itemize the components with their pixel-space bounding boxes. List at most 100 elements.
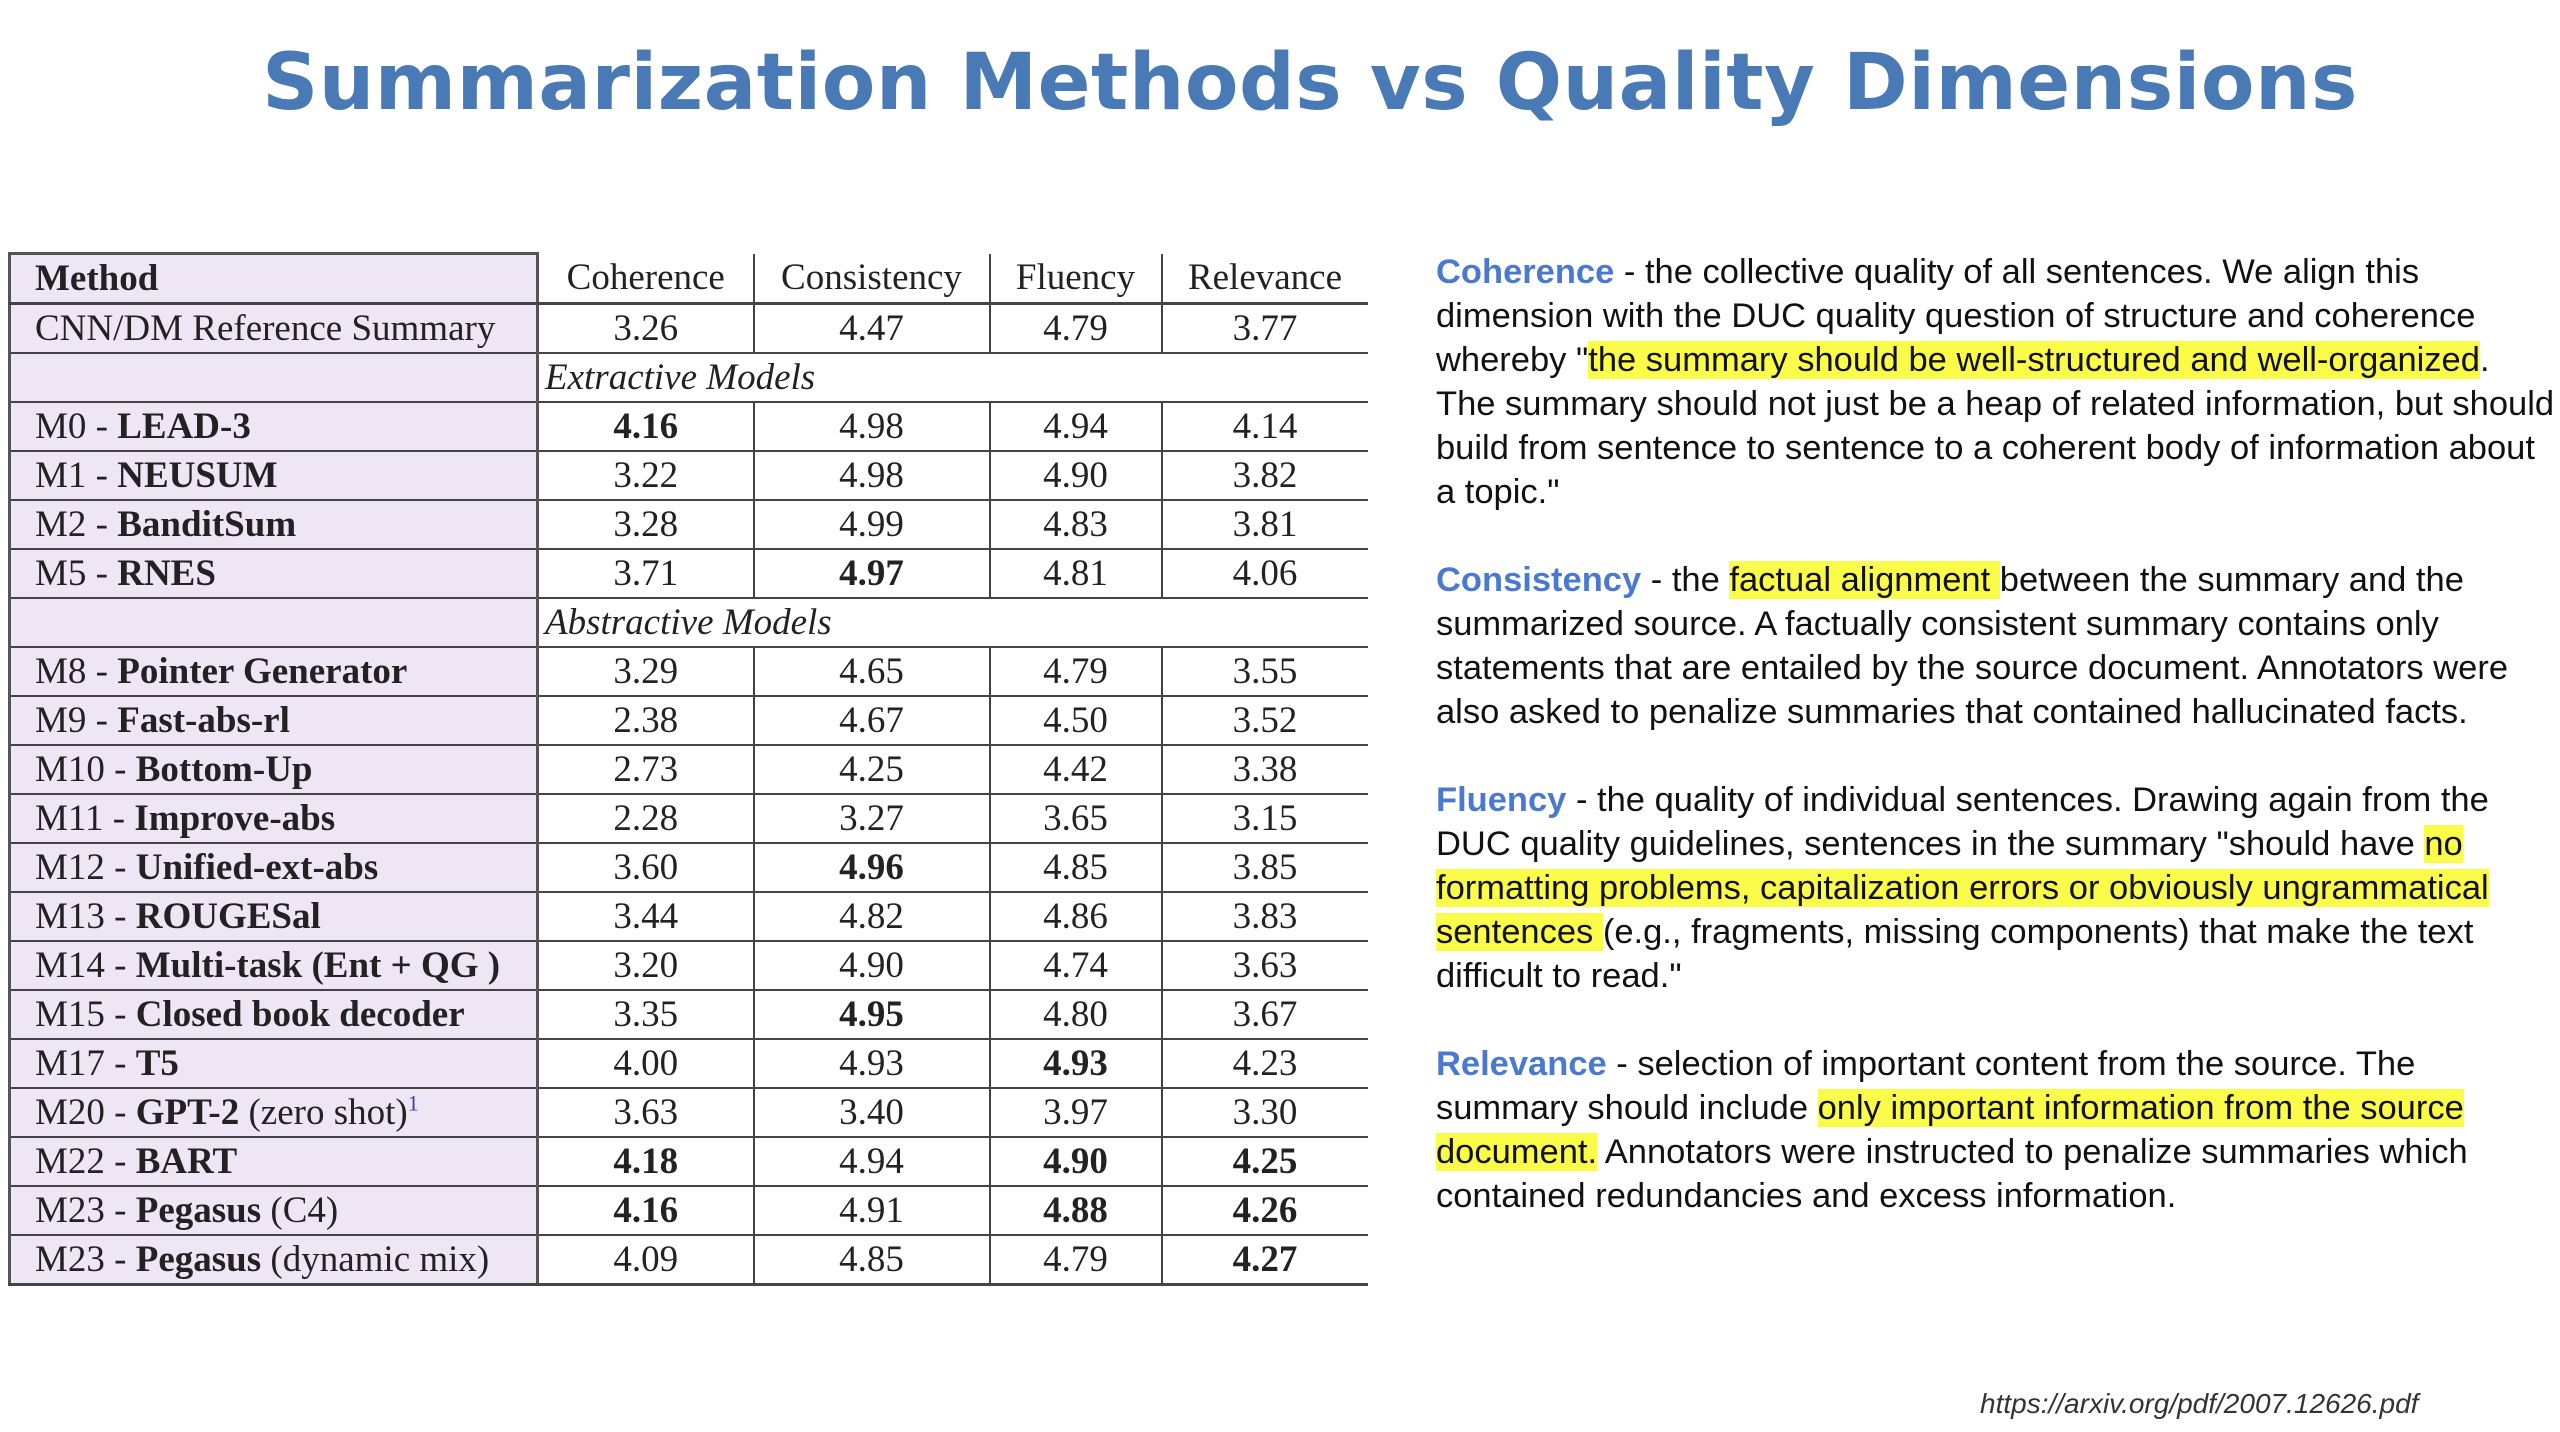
score-consistency: 4.67 — [752, 696, 990, 746]
method-id: M17 — [35, 1043, 105, 1084]
score-consistency: 4.96 — [752, 843, 990, 893]
highlighted-text: the summary should be well-structured an… — [1588, 341, 2480, 379]
method-name: Closed book decoder — [135, 994, 465, 1035]
score-consistency: 4.98 — [752, 402, 990, 452]
score-coherence: 4.00 — [536, 1039, 754, 1089]
table-row: M10 - Bottom-Up 2.73 4.25 4.42 3.38 — [8, 745, 1368, 795]
score-consistency: 4.25 — [752, 745, 990, 795]
score-coherence: 3.44 — [536, 892, 754, 942]
results-table-container: Method Coherence Consistency Fluency Rel… — [8, 252, 1368, 1286]
method-id: M1 — [35, 455, 87, 496]
method-name: LEAD-3 — [117, 406, 251, 447]
method-cell: M22 - BART — [8, 1137, 539, 1187]
reference-relevance: 3.77 — [1160, 303, 1368, 354]
definition-term: Fluency — [1436, 781, 1567, 819]
method-cell: M2 - BanditSum — [8, 500, 539, 550]
header-fluency: Fluency — [988, 253, 1162, 305]
method-name: Unified-ext-abs — [135, 847, 379, 888]
score-coherence: 2.73 — [536, 745, 754, 795]
method-id: M20 — [35, 1092, 105, 1133]
method-cell: M20 - GPT-2 (zero shot)1 — [8, 1088, 539, 1138]
score-relevance: 3.67 — [1160, 990, 1368, 1040]
reference-method: CNN/DM Reference Summary — [8, 303, 539, 354]
table-row: M23 - Pegasus (C4) 4.16 4.91 4.88 4.26 — [8, 1186, 1368, 1236]
table-row: M12 - Unified-ext-abs 3.60 4.96 4.85 3.85 — [8, 843, 1368, 893]
score-relevance: 3.63 — [1160, 941, 1368, 991]
method-cell: M11 - Improve-abs — [8, 794, 539, 844]
score-relevance: 3.30 — [1160, 1088, 1368, 1138]
section-row-abstractive: Abstractive Models — [8, 598, 1368, 648]
score-coherence: 3.22 — [536, 451, 754, 501]
score-relevance: 3.81 — [1160, 500, 1368, 550]
method-name: Multi-task (Ent + QG ) — [135, 945, 501, 986]
table-row: M13 - ROUGESal 3.44 4.82 4.86 3.83 — [8, 892, 1368, 942]
method-id: M23 — [35, 1190, 105, 1231]
method-id: M2 — [35, 504, 87, 545]
source-citation: https://arxiv.org/pdf/2007.12626.pdf — [1980, 1388, 2419, 1419]
score-fluency: 4.90 — [988, 451, 1162, 501]
score-relevance: 4.14 — [1160, 402, 1368, 452]
header-method: Method — [8, 252, 539, 305]
score-consistency: 4.65 — [752, 647, 990, 697]
score-fluency: 4.88 — [988, 1186, 1162, 1236]
method-id: M13 — [35, 896, 105, 937]
definition-consistency: Consistency - the factual alignment betw… — [1436, 558, 2556, 734]
table-row: M23 - Pegasus (dynamic mix) 4.09 4.85 4.79 4… — [8, 1235, 1368, 1286]
method-name: Bottom-Up — [135, 749, 313, 790]
definition-term: Relevance — [1436, 1045, 1607, 1083]
score-coherence: 3.28 — [536, 500, 754, 550]
score-consistency: 4.99 — [752, 500, 990, 550]
method-cell: M15 - Closed book decoder — [8, 990, 539, 1040]
score-relevance: 3.55 — [1160, 647, 1368, 697]
method-id: M8 — [35, 651, 87, 692]
definition-text: - selection of important content from th… — [1436, 1045, 2416, 1127]
score-fluency: 4.42 — [988, 745, 1162, 795]
method-suffix: (C4) — [270, 1190, 339, 1231]
score-coherence: 3.63 — [536, 1088, 754, 1138]
score-coherence: 3.71 — [536, 549, 754, 599]
score-fluency: 4.74 — [988, 941, 1162, 991]
method-id: M14 — [35, 945, 105, 986]
method-name: ROUGESal — [135, 896, 321, 937]
definition-coherence: Coherence - the collective quality of al… — [1436, 250, 2556, 514]
score-consistency: 3.27 — [752, 794, 990, 844]
method-id: M11 — [35, 798, 104, 839]
method-id: M0 — [35, 406, 87, 447]
table-row: M22 - BART 4.18 4.94 4.90 4.25 — [8, 1137, 1368, 1187]
score-relevance: 4.26 — [1160, 1186, 1368, 1236]
section-row-extractive: Extractive Models — [8, 353, 1368, 403]
method-suffix: (dynamic mix) — [270, 1239, 490, 1280]
definition-text: Annotators were instructed to penalize s… — [1436, 1133, 2468, 1215]
definition-fluency: Fluency - the quality of individual sent… — [1436, 778, 2556, 998]
score-relevance: 4.25 — [1160, 1137, 1368, 1187]
method-id: M22 — [35, 1141, 105, 1182]
header-consistency: Consistency — [752, 253, 990, 305]
method-cell: M23 - Pegasus (C4) — [8, 1186, 539, 1236]
method-id: M5 — [35, 553, 87, 594]
header-coherence: Coherence — [536, 253, 754, 305]
score-relevance: 4.23 — [1160, 1039, 1368, 1089]
table-row: M9 - Fast-abs-rl 2.38 4.67 4.50 3.52 — [8, 696, 1368, 746]
method-cell: M14 - Multi-task (Ent + QG ) — [8, 941, 539, 991]
score-relevance: 3.38 — [1160, 745, 1368, 795]
method-cell: M13 - ROUGESal — [8, 892, 539, 942]
table-row: M8 - Pointer Generator 3.29 4.65 4.79 3.55 — [8, 647, 1368, 697]
method-name: Pointer Generator — [117, 651, 408, 692]
score-fluency: 4.86 — [988, 892, 1162, 942]
table-row: M5 - RNES 3.71 4.97 4.81 4.06 — [8, 549, 1368, 599]
score-consistency: 4.98 — [752, 451, 990, 501]
table-row: M2 - BanditSum 3.28 4.99 4.83 3.81 — [8, 500, 1368, 550]
definition-text: - the quality of individual sentences. D… — [1436, 781, 2489, 863]
definitions-panel: Coherence - the collective quality of al… — [1436, 250, 2556, 1262]
method-name: Pegasus — [135, 1239, 262, 1280]
method-cell: M23 - Pegasus (dynamic mix) — [8, 1235, 539, 1286]
score-fluency: 4.81 — [988, 549, 1162, 599]
definition-text: (e.g., fragments, missing components) th… — [1436, 913, 2474, 995]
table-row: M0 - LEAD-3 4.16 4.98 4.94 4.14 — [8, 402, 1368, 452]
score-relevance: 3.85 — [1160, 843, 1368, 893]
method-name: GPT-2 — [135, 1092, 240, 1133]
method-cell: M0 - LEAD-3 — [8, 402, 539, 452]
score-fluency: 3.97 — [988, 1088, 1162, 1138]
reference-coherence: 3.26 — [536, 303, 754, 354]
section-spacer — [8, 598, 539, 648]
